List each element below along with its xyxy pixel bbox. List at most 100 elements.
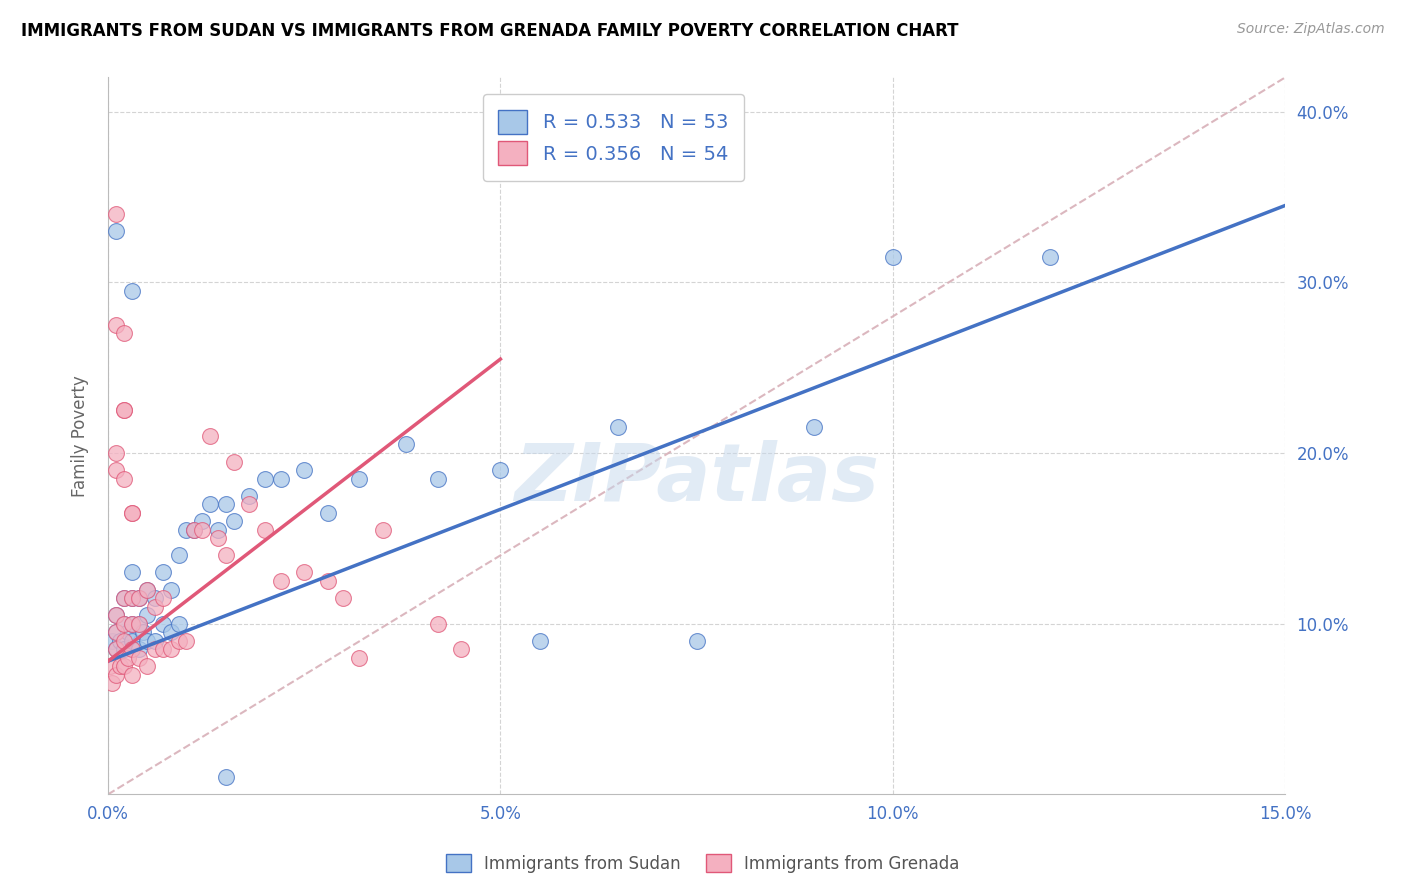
Point xyxy=(104,642,127,657)
Point xyxy=(104,608,127,623)
Point xyxy=(112,591,135,605)
Point xyxy=(152,566,174,580)
Point xyxy=(121,506,143,520)
Point xyxy=(347,472,370,486)
Point xyxy=(143,633,166,648)
Point xyxy=(132,625,155,640)
Point xyxy=(101,633,124,648)
Point xyxy=(222,514,245,528)
Point xyxy=(104,642,127,657)
Point xyxy=(191,514,214,528)
Point xyxy=(152,591,174,605)
Point xyxy=(685,633,707,648)
Point xyxy=(104,625,127,640)
Point xyxy=(167,549,190,563)
Point xyxy=(121,633,143,648)
Point xyxy=(191,523,214,537)
Point xyxy=(117,650,139,665)
Legend: Immigrants from Sudan, Immigrants from Grenada: Immigrants from Sudan, Immigrants from G… xyxy=(440,847,966,880)
Point xyxy=(121,284,143,298)
Point xyxy=(121,616,143,631)
Text: IMMIGRANTS FROM SUDAN VS IMMIGRANTS FROM GRENADA FAMILY POVERTY CORRELATION CHAR: IMMIGRANTS FROM SUDAN VS IMMIGRANTS FROM… xyxy=(21,22,959,40)
Point xyxy=(112,591,135,605)
Point xyxy=(104,668,127,682)
Point xyxy=(167,633,190,648)
Point xyxy=(108,633,131,648)
Point xyxy=(238,497,260,511)
Point xyxy=(112,472,135,486)
Point xyxy=(121,591,143,605)
Point xyxy=(238,489,260,503)
Point xyxy=(207,532,229,546)
Point xyxy=(607,420,630,434)
Point xyxy=(128,642,150,657)
Point xyxy=(222,454,245,468)
Point xyxy=(253,523,276,537)
Text: Source: ZipAtlas.com: Source: ZipAtlas.com xyxy=(1237,22,1385,37)
Point xyxy=(426,472,449,486)
Point xyxy=(121,591,143,605)
Point xyxy=(104,207,127,221)
Point xyxy=(253,472,276,486)
Point xyxy=(98,659,121,673)
Point xyxy=(183,523,205,537)
Point xyxy=(112,659,135,673)
Point xyxy=(128,650,150,665)
Point xyxy=(112,403,135,417)
Point xyxy=(316,574,339,588)
Legend: R = 0.533   N = 53, R = 0.356   N = 54: R = 0.533 N = 53, R = 0.356 N = 54 xyxy=(482,95,744,181)
Point xyxy=(136,608,159,623)
Point xyxy=(143,599,166,614)
Point xyxy=(426,616,449,631)
Text: ZIPatlas: ZIPatlas xyxy=(515,440,879,518)
Point xyxy=(101,676,124,690)
Point xyxy=(167,616,190,631)
Point xyxy=(159,625,181,640)
Point xyxy=(292,463,315,477)
Point xyxy=(121,642,143,657)
Point xyxy=(215,770,238,784)
Point xyxy=(136,582,159,597)
Point xyxy=(112,326,135,341)
Point xyxy=(112,642,135,657)
Point xyxy=(136,633,159,648)
Point xyxy=(176,523,198,537)
Point xyxy=(332,591,354,605)
Point xyxy=(108,659,131,673)
Point xyxy=(117,625,139,640)
Point xyxy=(104,608,127,623)
Point xyxy=(128,591,150,605)
Point xyxy=(104,463,127,477)
Y-axis label: Family Poverty: Family Poverty xyxy=(72,375,89,497)
Point xyxy=(159,582,181,597)
Point xyxy=(316,506,339,520)
Point xyxy=(803,420,825,434)
Point xyxy=(104,625,127,640)
Point xyxy=(176,633,198,648)
Point xyxy=(215,497,238,511)
Point xyxy=(347,650,370,665)
Point xyxy=(143,591,166,605)
Point xyxy=(128,616,150,631)
Point xyxy=(371,523,394,537)
Point xyxy=(159,642,181,657)
Point xyxy=(121,566,143,580)
Point xyxy=(198,497,221,511)
Point xyxy=(104,224,127,238)
Point xyxy=(270,472,292,486)
Point xyxy=(136,659,159,673)
Point xyxy=(112,403,135,417)
Point xyxy=(529,633,551,648)
Point xyxy=(489,463,512,477)
Point xyxy=(292,566,315,580)
Point xyxy=(128,591,150,605)
Point xyxy=(143,642,166,657)
Point xyxy=(104,318,127,332)
Point xyxy=(121,668,143,682)
Point xyxy=(183,523,205,537)
Point xyxy=(215,549,238,563)
Point xyxy=(152,642,174,657)
Point xyxy=(121,506,143,520)
Point xyxy=(207,523,229,537)
Point xyxy=(128,616,150,631)
